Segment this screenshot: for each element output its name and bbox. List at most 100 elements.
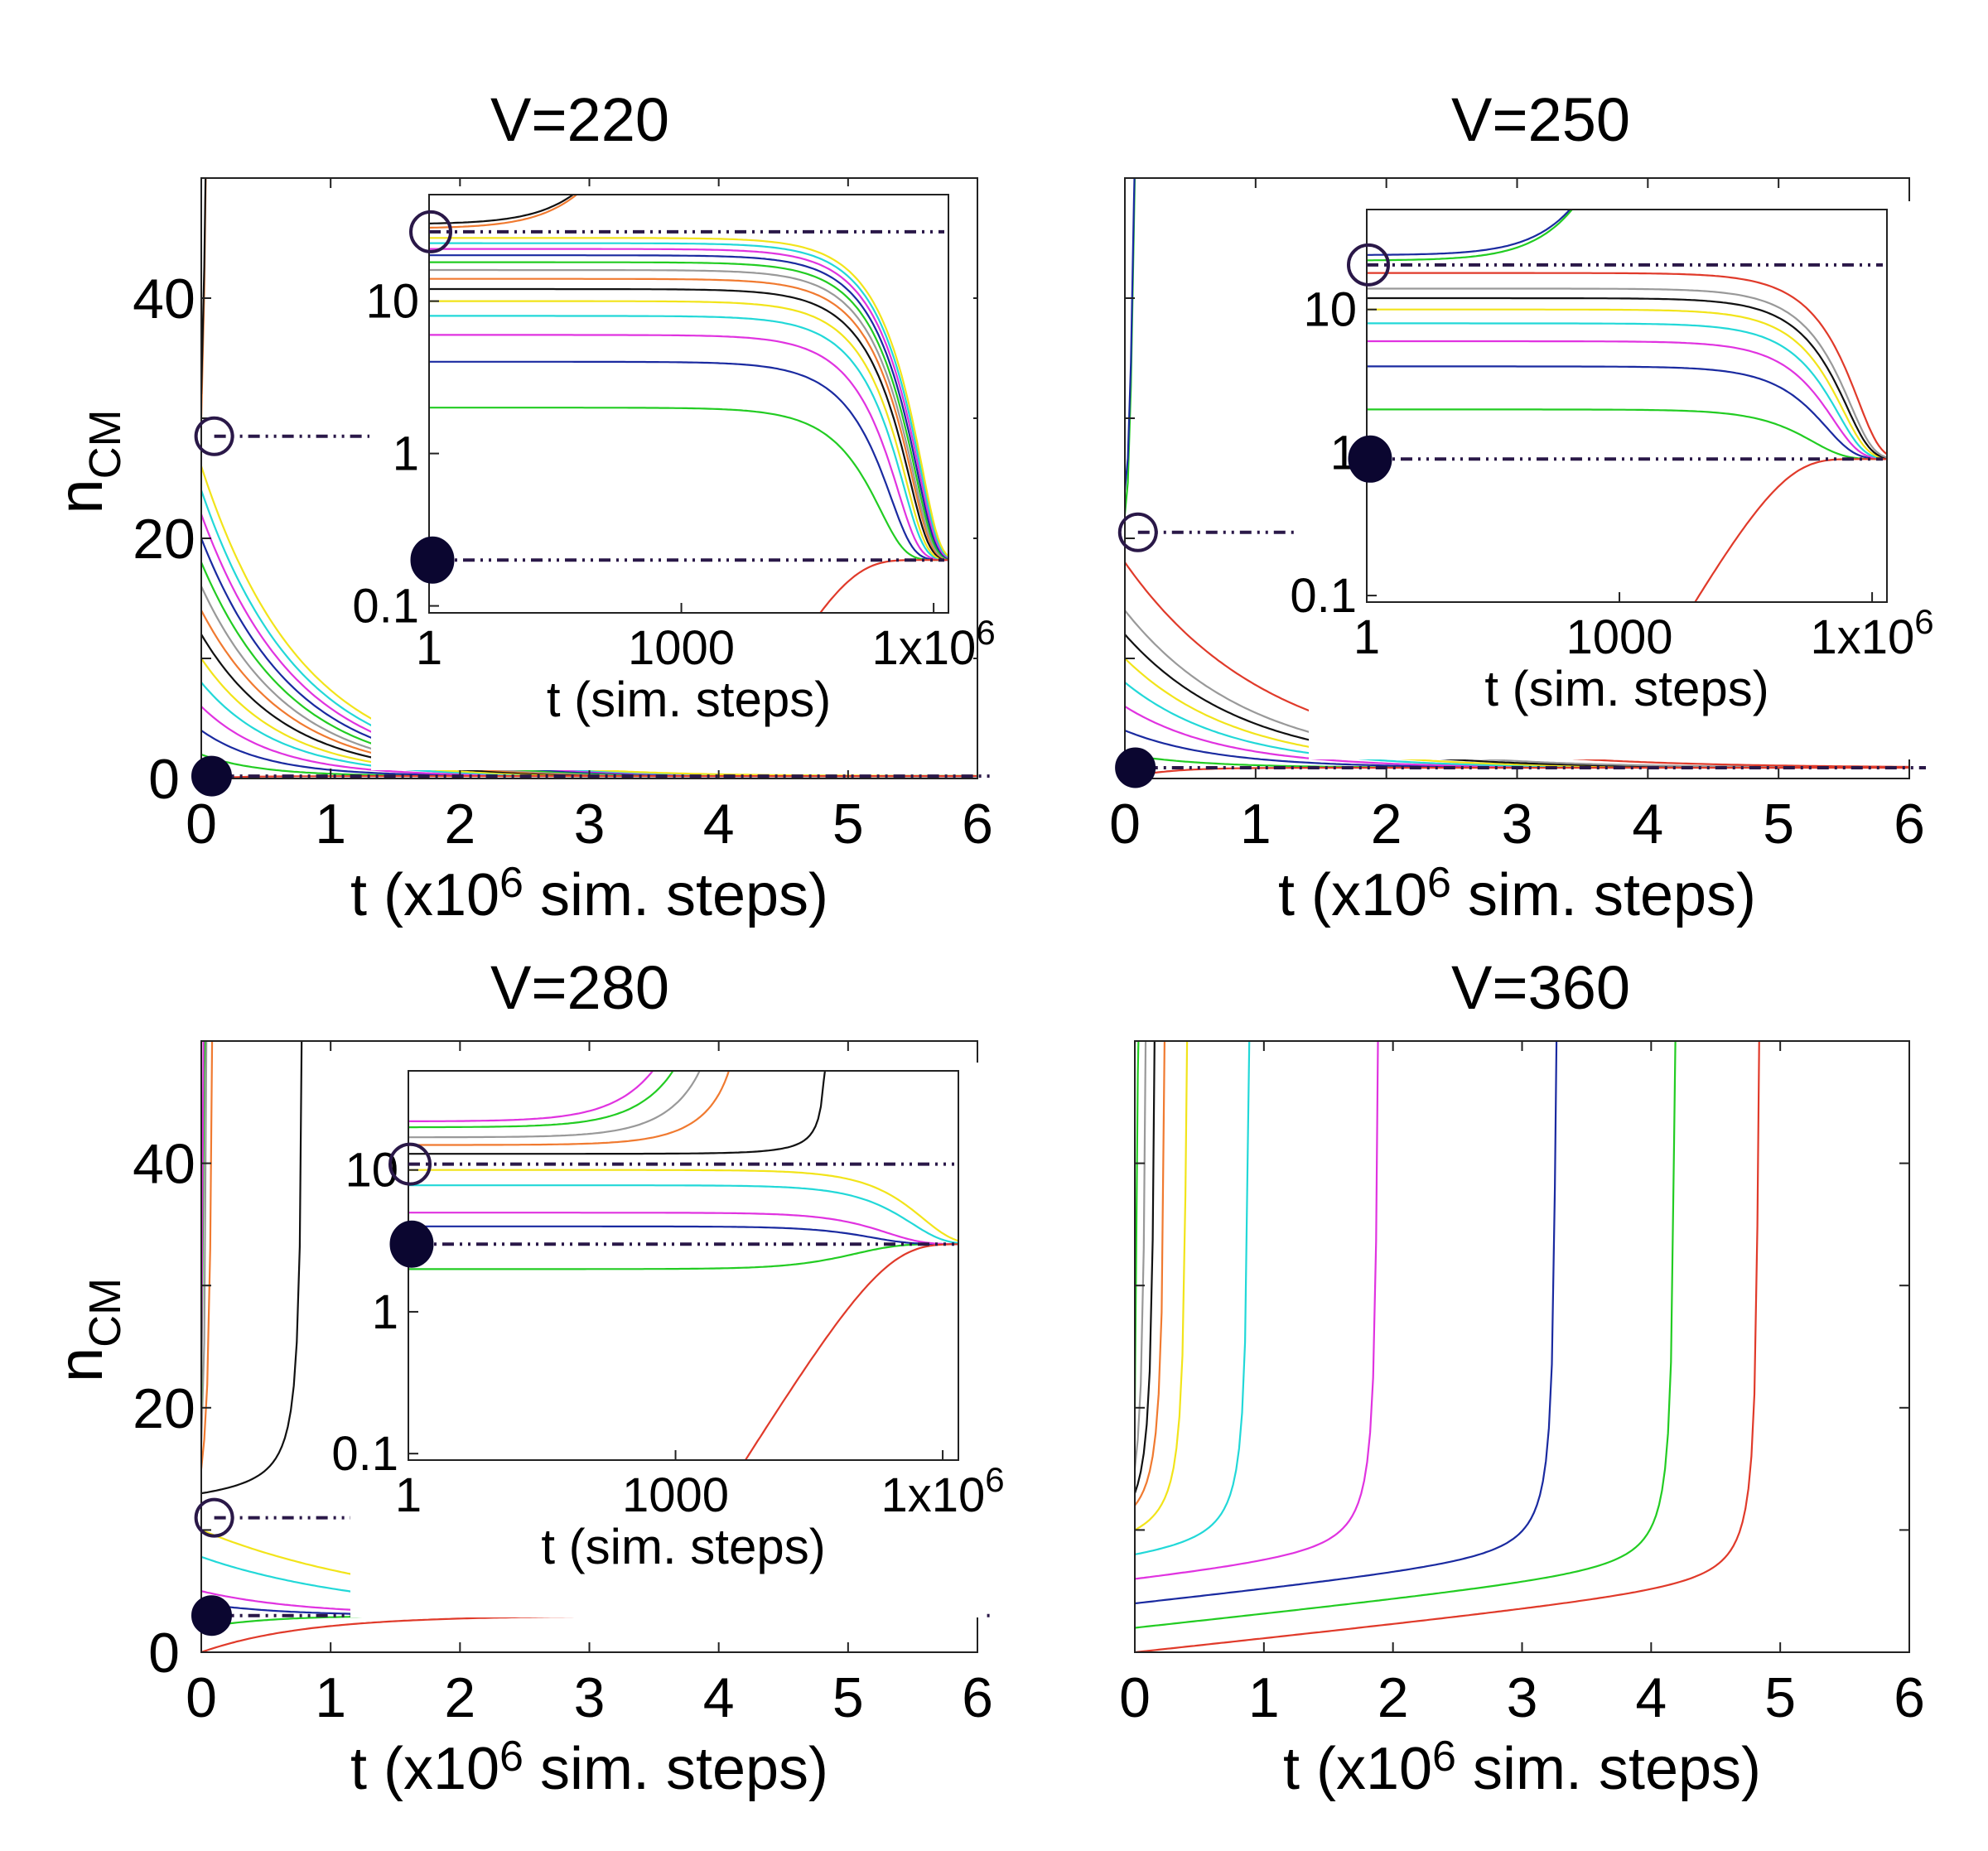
inset-series-line xyxy=(1367,272,1887,456)
series-line xyxy=(1135,1041,1677,1629)
x-tick-label: 0 xyxy=(1109,793,1141,856)
inset-series-line xyxy=(1367,308,1887,460)
inset-x-tick-label: 1 xyxy=(395,1468,422,1522)
inset-series-line xyxy=(1367,365,1887,460)
inset-stable-marker xyxy=(389,1220,434,1268)
x-axis-label: t (x106 sim. steps) xyxy=(350,859,828,928)
plot-frame xyxy=(1134,1040,1910,1653)
x-label-main: t (x10 xyxy=(1278,862,1427,928)
inset-y-tick-label: 0.1 xyxy=(352,580,419,634)
inset-x-tick-label: 1 xyxy=(416,621,442,675)
unstable-fixed-point-marker xyxy=(1117,512,1158,552)
inset-unstable-marker xyxy=(409,210,452,253)
inset-series-line xyxy=(429,287,948,561)
inset-x-tick-label: 1000 xyxy=(1566,610,1673,664)
inset-series-line xyxy=(429,237,948,557)
unstable-fixed-point-marker xyxy=(194,416,234,456)
x-tick-label: 3 xyxy=(574,793,606,856)
inset-series-line xyxy=(1367,322,1887,460)
inset-series-line xyxy=(1367,210,1571,256)
unstable-fixed-point-marker xyxy=(194,1497,234,1538)
inset-y-tick-label: 1 xyxy=(393,427,419,481)
y-label-main: n xyxy=(46,479,116,513)
inset-series-line xyxy=(818,559,948,613)
inset-series-line xyxy=(408,1184,958,1245)
inset-x-tick-main: 1 xyxy=(395,1468,422,1522)
x-tick-label: 1 xyxy=(1248,1666,1280,1729)
inset-series-line xyxy=(429,315,948,562)
inset-x-tick-main: 1000 xyxy=(1566,610,1673,664)
inset-background xyxy=(371,186,973,770)
inset-x-tick-main: 1000 xyxy=(622,1468,729,1522)
inset-curves xyxy=(1367,210,1887,602)
y-tick-label: 0 xyxy=(148,1622,180,1685)
x-tick-label: 5 xyxy=(1763,793,1794,856)
inset-series-line xyxy=(1367,408,1887,460)
series-line xyxy=(1135,1041,1558,1605)
x-label-exponent: 6 xyxy=(1427,859,1451,907)
x-tick-label: 5 xyxy=(1764,1666,1796,1729)
chart-title: V=220 xyxy=(490,85,669,154)
inset-series-line xyxy=(429,261,948,560)
x-label-tail: sim. steps) xyxy=(1451,862,1756,928)
inset-series-line xyxy=(429,268,948,561)
inset-x-tick-label: 1000 xyxy=(628,621,735,675)
inset-x-tick-main: 1x10 xyxy=(872,621,977,675)
chart-title: V=250 xyxy=(1451,85,1630,154)
inset-y-tick-label: 1 xyxy=(372,1285,398,1339)
inset-x-tick-exponent: 6 xyxy=(985,1460,1004,1499)
inset-background xyxy=(350,1063,983,1617)
x-tick-label: 6 xyxy=(962,793,993,856)
inset-stable-marker xyxy=(1348,435,1392,483)
x-tick-label: 0 xyxy=(1119,1666,1151,1729)
x-label-main: t (x10 xyxy=(350,862,499,928)
x-axis-label: t (x106 sim. steps) xyxy=(1278,859,1756,928)
x-tick-label: 4 xyxy=(703,793,735,856)
inset-x-tick-label: 1 xyxy=(1353,610,1380,664)
y-tick-label: 20 xyxy=(133,1377,195,1440)
inset-frame xyxy=(1366,209,1888,603)
inset-x-axis-label: t (sim. steps) xyxy=(1484,661,1768,716)
x-tick-label: 6 xyxy=(1894,793,1925,856)
inset-series-line xyxy=(429,254,948,560)
inset-x-tick-label: 1x106 xyxy=(872,613,996,675)
inset-stable-marker xyxy=(410,536,455,584)
x-tick-label: 5 xyxy=(832,1666,864,1729)
inset-series-line xyxy=(429,277,948,561)
stable-fixed-point-marker xyxy=(1115,747,1156,788)
inset-y-tick-label: 10 xyxy=(1303,283,1357,337)
inset-frame xyxy=(428,194,949,614)
inset-x-tick-label: 1x106 xyxy=(881,1460,1004,1522)
x-tick-label: 3 xyxy=(1502,793,1533,856)
inset-series-line xyxy=(408,1071,731,1146)
stable-fixed-point-marker xyxy=(191,1595,232,1636)
inset-x-tick-main: 1 xyxy=(1353,610,1380,664)
inset-x-tick-main: 1 xyxy=(416,621,442,675)
chart-title: V=280 xyxy=(490,953,669,1022)
y-tick-label: 40 xyxy=(133,1133,195,1196)
inset-x-tick-main: 1x10 xyxy=(1811,610,1915,664)
inset-series-line xyxy=(429,407,948,562)
curves-group xyxy=(1135,1041,1760,1652)
inset-series-line xyxy=(1693,458,1887,602)
x-label-main: t (x10 xyxy=(350,1736,499,1802)
inset-background xyxy=(1309,201,1912,759)
inset-series-line xyxy=(408,1212,958,1246)
inset-series-line xyxy=(429,195,575,224)
stable-fixed-point-marker xyxy=(191,755,232,797)
inset-series-line xyxy=(429,334,948,562)
inset-x-axis-label: t (sim. steps) xyxy=(547,672,831,727)
y-axis-label: nCM xyxy=(46,1278,130,1382)
inset-series-line xyxy=(1367,296,1887,460)
x-tick-label: 5 xyxy=(832,793,864,856)
x-tick-label: 0 xyxy=(186,793,217,856)
inset-series-line xyxy=(1367,287,1887,459)
x-tick-label: 2 xyxy=(444,793,475,856)
